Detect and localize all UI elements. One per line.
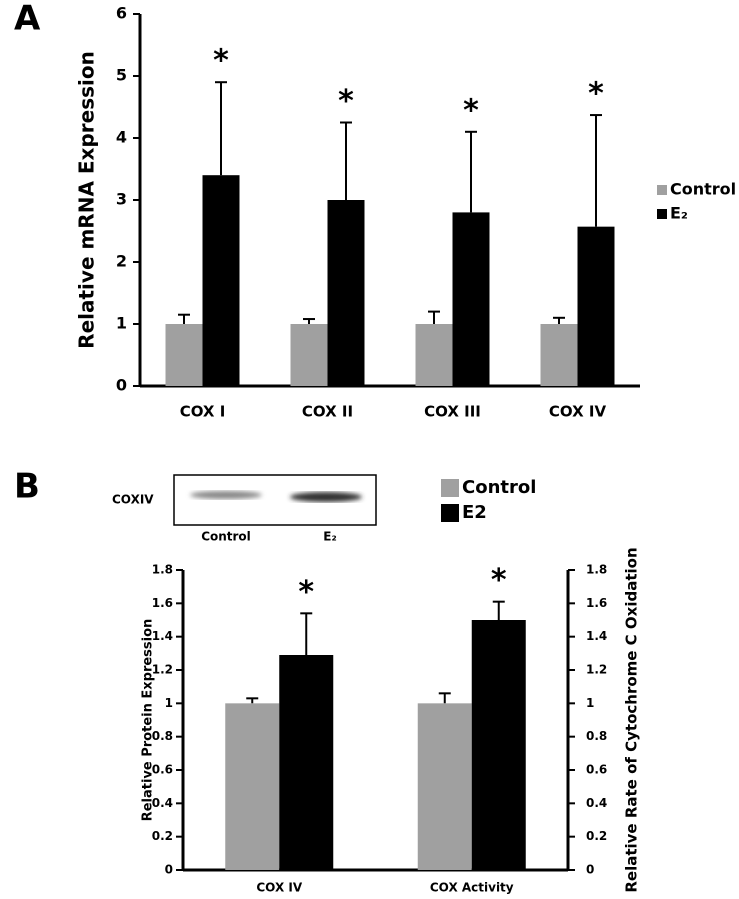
y2-tick-label: 0.6 [586, 763, 607, 777]
y-tick-label: 5 [116, 66, 127, 85]
x-tick-label: COX I [180, 403, 226, 421]
y-axis-label: Relative mRNA Expression [75, 51, 99, 349]
blot-label: COXIV [112, 493, 154, 507]
bar [290, 324, 328, 386]
bar [165, 324, 203, 386]
x-tick-label: COX IV [549, 403, 607, 421]
bar [327, 200, 365, 386]
y-tick-label: 0.8 [152, 729, 173, 743]
y-tick-label: 0 [165, 863, 173, 877]
significance-marker: * [491, 563, 507, 598]
y-tick-label: 4 [116, 128, 127, 147]
blot-lane-label: E₂ [323, 530, 336, 544]
significance-marker: * [298, 575, 314, 610]
y2-axis-label: Relative Rate of Cytochrome C Oxidation [623, 547, 641, 892]
blot-band [290, 492, 362, 502]
x-tick-label: COX IV [256, 881, 302, 895]
legend-label: E2 [462, 502, 487, 523]
legend-swatch [441, 504, 459, 522]
legend-swatch [441, 479, 459, 497]
x-tick-label: COX II [302, 403, 353, 421]
x-tick-label: COX III [424, 403, 481, 421]
y2-tick-label: 0.4 [586, 796, 607, 810]
y2-tick-label: 0.8 [586, 729, 607, 743]
y-tick-label: 0.4 [152, 796, 173, 810]
x-tick-label: COX Activity [430, 881, 514, 895]
legend-label: E₂ [670, 204, 688, 223]
y-tick-label: 1 [165, 696, 173, 710]
y2-tick-label: 0.2 [586, 829, 607, 843]
y2-tick-label: 1.2 [586, 663, 607, 677]
significance-marker: * [338, 84, 354, 119]
significance-marker: * [588, 77, 604, 112]
legend-label: Control [670, 180, 736, 199]
y2-tick-label: 1.6 [586, 596, 607, 610]
y-tick-label: 2 [116, 252, 127, 271]
bar [452, 212, 490, 386]
panel-label: B [14, 467, 40, 507]
bar [202, 175, 240, 386]
y-tick-label: 0.2 [152, 829, 173, 843]
y2-tick-label: 1.4 [586, 629, 607, 643]
legend-swatch [657, 185, 667, 195]
bar [417, 703, 472, 870]
bar [225, 703, 280, 870]
panel-label: A [14, 0, 41, 39]
legend-swatch [657, 209, 667, 219]
blot-band [190, 491, 262, 499]
y2-tick-label: 1.8 [586, 563, 607, 577]
y-tick-label: 1.2 [152, 663, 173, 677]
y-tick-label: 1 [116, 314, 127, 333]
significance-marker: * [463, 93, 479, 128]
y-axis-label: Relative Protein Expression [141, 619, 156, 822]
y-tick-label: 0.6 [152, 763, 173, 777]
bar [577, 226, 615, 386]
bar [471, 620, 526, 870]
bar [540, 324, 578, 386]
y-tick-label: 1.6 [152, 596, 173, 610]
significance-marker: * [213, 44, 229, 79]
bar [279, 655, 334, 870]
y-tick-label: 1.4 [152, 629, 173, 643]
blot-lane-label: Control [201, 530, 251, 544]
bar [415, 324, 453, 386]
y2-tick-label: 1 [586, 696, 594, 710]
y-tick-label: 1.8 [152, 563, 173, 577]
y-tick-label: 0 [116, 376, 127, 395]
y2-tick-label: 0 [586, 863, 594, 877]
legend-label: Control [462, 477, 536, 498]
y-tick-label: 3 [116, 190, 127, 209]
y-tick-label: 6 [116, 4, 127, 23]
